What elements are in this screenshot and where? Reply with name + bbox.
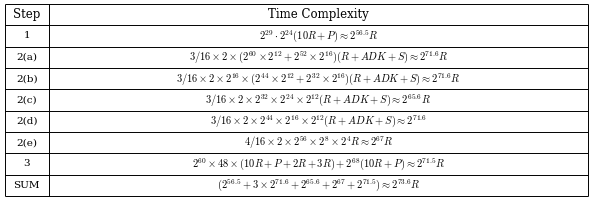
Text: $3/16 \times 2 \times 2^{32} \times 2^{24} \times 2^{12}(R+ADK+S) \approx 2^{65.: $3/16 \times 2 \times 2^{32} \times 2^{2… bbox=[205, 92, 431, 108]
Text: 1: 1 bbox=[23, 31, 30, 40]
Text: 2(b): 2(b) bbox=[16, 74, 37, 83]
Text: $(2^{56.5}+3 \times 2^{71.6}+2^{65.6}+2^{67}+2^{71.5}) \approx 2^{73.6}R$: $(2^{56.5}+3 \times 2^{71.6}+2^{65.6}+2^… bbox=[216, 177, 420, 193]
Text: $2^{29} \cdot 2^{24}(10R+P) \approx 2^{56.5}R$: $2^{29} \cdot 2^{24}(10R+P) \approx 2^{5… bbox=[259, 28, 378, 44]
Text: $3/16 \times 2 \times (2^{60} \times 2^{12}+2^{52} \times 2^{16})(R+ADK+S) \appr: $3/16 \times 2 \times (2^{60} \times 2^{… bbox=[189, 49, 448, 65]
Text: 2(c): 2(c) bbox=[17, 96, 37, 104]
Text: 2(e): 2(e) bbox=[16, 138, 37, 147]
Text: 3: 3 bbox=[23, 160, 30, 168]
Text: 2(a): 2(a) bbox=[16, 53, 37, 62]
Text: Step: Step bbox=[13, 8, 40, 21]
Text: $4/16 \times 2 \times 2^{56} \times 2^{8} \times 2^{4}R \approx 2^{67}R$: $4/16 \times 2 \times 2^{56} \times 2^{8… bbox=[244, 134, 393, 151]
Text: 2(d): 2(d) bbox=[16, 117, 37, 126]
Text: $3/16 \times 2 \times 2^{44} \times 2^{16} \times 2^{12}(R+ADK+S) \approx 2^{71.: $3/16 \times 2 \times 2^{44} \times 2^{1… bbox=[210, 113, 427, 129]
Text: Time Complexity: Time Complexity bbox=[268, 8, 369, 21]
Text: SUM: SUM bbox=[14, 181, 40, 190]
Text: $2^{60} \times 48 \times (10R+P+2R+3R)+2^{68}(10R+P) \approx 2^{71.5}R$: $2^{60} \times 48 \times (10R+P+2R+3R)+2… bbox=[192, 156, 445, 172]
Text: $3/16 \times 2 \times 2^{16} \times (2^{44} \times 2^{12}+2^{32} \times 2^{16})(: $3/16 \times 2 \times 2^{16} \times (2^{… bbox=[176, 71, 461, 87]
